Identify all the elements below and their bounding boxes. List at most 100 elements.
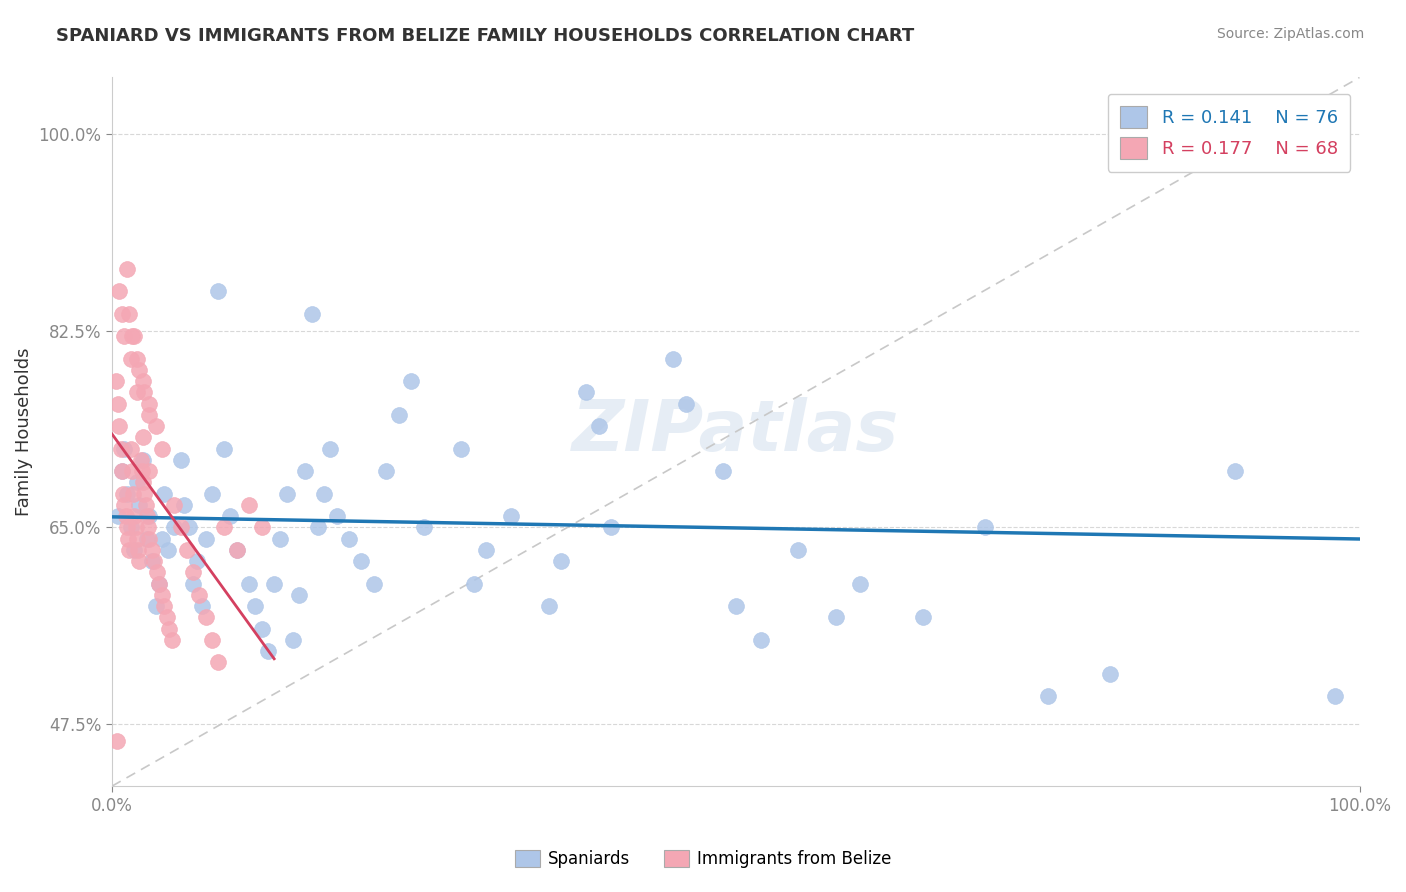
Point bbox=[250, 520, 273, 534]
Point bbox=[325, 509, 347, 524]
Point bbox=[124, 520, 146, 534]
Point bbox=[238, 498, 260, 512]
Point bbox=[475, 542, 498, 557]
Point bbox=[201, 486, 224, 500]
Point bbox=[600, 520, 623, 534]
Point bbox=[120, 351, 142, 366]
Point bbox=[787, 542, 810, 557]
Point bbox=[114, 442, 136, 456]
Point bbox=[111, 464, 134, 478]
Point bbox=[294, 464, 316, 478]
Legend: Spaniards, Immigrants from Belize: Spaniards, Immigrants from Belize bbox=[508, 843, 898, 875]
Point bbox=[135, 532, 157, 546]
Point bbox=[111, 307, 134, 321]
Point bbox=[1323, 689, 1346, 703]
Point bbox=[117, 532, 139, 546]
Point bbox=[662, 351, 685, 366]
Point bbox=[207, 284, 229, 298]
Point bbox=[281, 632, 304, 647]
Point bbox=[115, 486, 138, 500]
Point bbox=[125, 385, 148, 400]
Point bbox=[450, 442, 472, 456]
Point bbox=[501, 509, 523, 524]
Point bbox=[245, 599, 267, 614]
Text: Source: ZipAtlas.com: Source: ZipAtlas.com bbox=[1216, 27, 1364, 41]
Point bbox=[138, 532, 160, 546]
Point bbox=[134, 486, 156, 500]
Point bbox=[749, 632, 772, 647]
Point bbox=[125, 351, 148, 366]
Point bbox=[181, 566, 204, 580]
Point bbox=[150, 442, 173, 456]
Point bbox=[160, 632, 183, 647]
Point bbox=[120, 520, 142, 534]
Point bbox=[276, 486, 298, 500]
Point bbox=[108, 284, 131, 298]
Point bbox=[114, 329, 136, 343]
Point bbox=[135, 498, 157, 512]
Point bbox=[194, 532, 217, 546]
Point bbox=[181, 576, 204, 591]
Point bbox=[153, 599, 176, 614]
Point bbox=[115, 261, 138, 276]
Point bbox=[675, 397, 697, 411]
Point bbox=[163, 520, 186, 534]
Point bbox=[127, 542, 149, 557]
Point bbox=[1161, 127, 1184, 141]
Point bbox=[124, 542, 146, 557]
Point bbox=[110, 442, 132, 456]
Point bbox=[148, 576, 170, 591]
Point bbox=[375, 464, 398, 478]
Point bbox=[201, 632, 224, 647]
Point bbox=[125, 532, 148, 546]
Point bbox=[301, 307, 323, 321]
Point bbox=[124, 329, 146, 343]
Point bbox=[124, 509, 146, 524]
Point bbox=[550, 554, 572, 568]
Point bbox=[163, 498, 186, 512]
Point bbox=[212, 442, 235, 456]
Point bbox=[711, 464, 734, 478]
Point bbox=[849, 576, 872, 591]
Point bbox=[146, 566, 169, 580]
Point bbox=[1223, 464, 1246, 478]
Point bbox=[575, 385, 598, 400]
Point bbox=[105, 734, 128, 748]
Point bbox=[107, 509, 129, 524]
Point bbox=[136, 520, 159, 534]
Point bbox=[118, 542, 141, 557]
Point bbox=[143, 554, 166, 568]
Point bbox=[350, 554, 373, 568]
Point bbox=[150, 588, 173, 602]
Point bbox=[121, 464, 143, 478]
Point bbox=[134, 385, 156, 400]
Point bbox=[388, 408, 411, 422]
Point bbox=[212, 520, 235, 534]
Point bbox=[191, 599, 214, 614]
Point bbox=[188, 588, 211, 602]
Point bbox=[257, 644, 280, 658]
Point bbox=[138, 397, 160, 411]
Point bbox=[145, 419, 167, 434]
Point bbox=[128, 498, 150, 512]
Point bbox=[125, 475, 148, 490]
Point bbox=[129, 453, 152, 467]
Point bbox=[118, 307, 141, 321]
Point bbox=[176, 542, 198, 557]
Point bbox=[141, 554, 163, 568]
Point bbox=[132, 475, 155, 490]
Point bbox=[132, 430, 155, 444]
Point bbox=[104, 374, 127, 388]
Point bbox=[150, 532, 173, 546]
Point bbox=[194, 610, 217, 624]
Point bbox=[911, 610, 934, 624]
Point bbox=[319, 442, 342, 456]
Point bbox=[114, 509, 136, 524]
Point bbox=[138, 464, 160, 478]
Point bbox=[111, 464, 134, 478]
Point bbox=[157, 622, 180, 636]
Text: ZIPatlas: ZIPatlas bbox=[572, 397, 900, 467]
Point bbox=[115, 520, 138, 534]
Point bbox=[128, 554, 150, 568]
Point bbox=[724, 599, 747, 614]
